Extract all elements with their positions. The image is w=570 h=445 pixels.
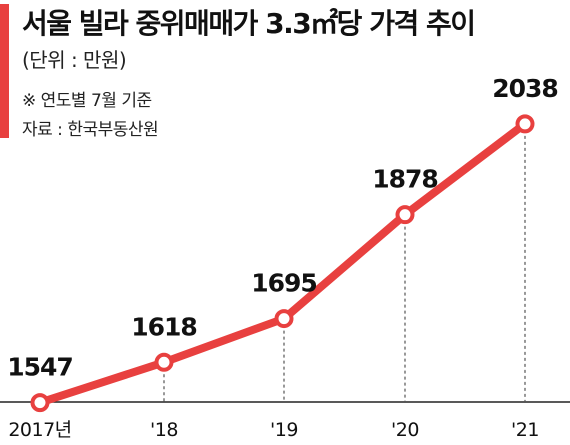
data-point: [30, 393, 50, 413]
x-tick-label: '21: [511, 419, 539, 441]
x-tick-label: '18: [150, 419, 178, 441]
accent-bar: [0, 4, 9, 138]
data-point: [274, 309, 294, 329]
guide-lines: [39, 123, 526, 403]
data-point: [154, 352, 174, 372]
data-point: [515, 114, 535, 134]
value-label: 2038: [492, 74, 558, 103]
x-tick-label: '20: [391, 419, 419, 441]
x-tick-labels: 2017년 '18 '19 '20 '21: [8, 419, 539, 441]
value-label: 1618: [131, 312, 197, 341]
value-label: 1695: [251, 269, 317, 298]
data-points: [30, 114, 535, 413]
data-point: [395, 205, 415, 225]
x-tick-label: '19: [270, 419, 298, 441]
unit-label: (단위 : 만원): [22, 48, 127, 72]
series-line: [36, 119, 529, 407]
value-labels: 1547 1618 1695 1878 2038: [7, 74, 559, 382]
x-tick-label: 2017년: [8, 419, 71, 441]
basis-note: ※ 연도별 7월 기준: [22, 91, 152, 111]
value-label: 1878: [372, 165, 438, 194]
value-label: 1547: [7, 353, 73, 382]
source-label: 자료 : 한국부동산원: [22, 120, 159, 140]
chart-title: 서울 빌라 중위매매가 3.3㎡당 가격 추이: [22, 7, 476, 40]
